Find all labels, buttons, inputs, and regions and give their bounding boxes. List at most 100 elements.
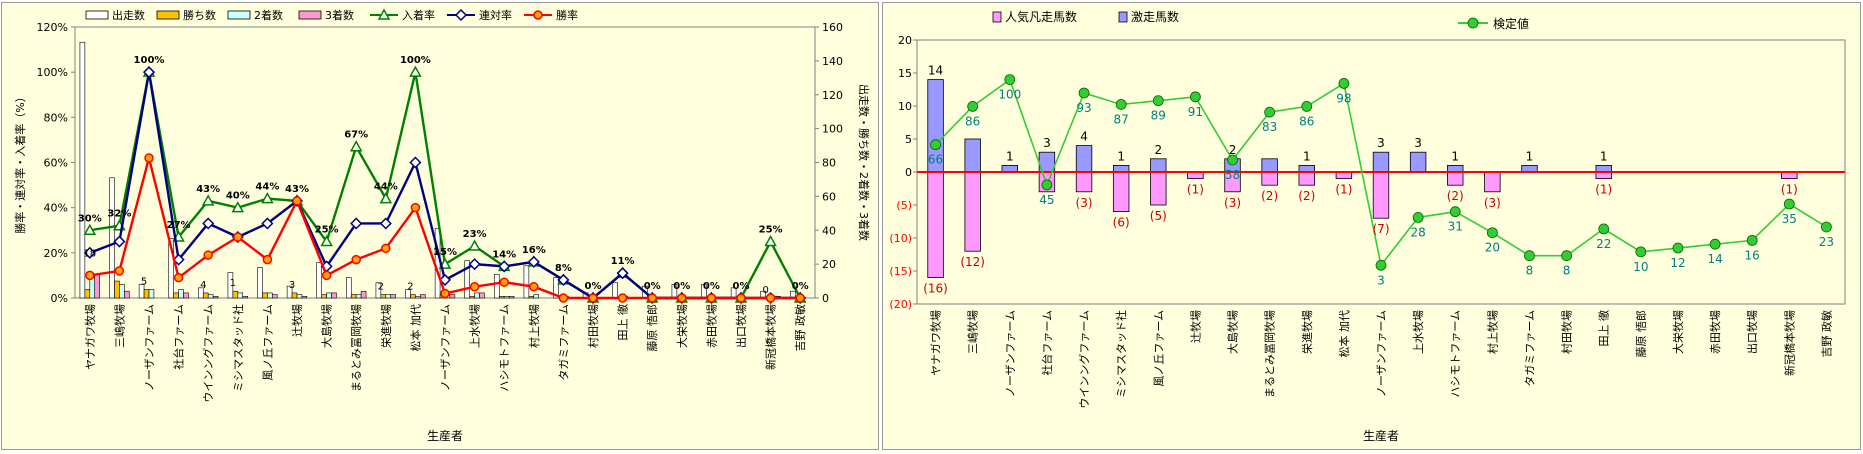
category-label: ノーザンファーム [143,304,156,391]
value-label-検定値: 22 [1596,237,1611,251]
legend-swatch [227,10,251,20]
bar-2着数 [237,292,244,299]
value-label-検定値: 100 [998,88,1021,102]
bar-激走馬数 [964,138,981,173]
category-label: ウインングファーム [1077,310,1091,409]
y2-tick-label: 60 [822,190,836,203]
point-勝率 [292,196,302,206]
point-勝率 [85,270,95,281]
bar-3着数 [360,290,367,299]
positive-count-label: 3 [1414,136,1422,150]
value-label-検定値: 28 [1410,225,1425,239]
value-label-検定値: 31 [1448,220,1463,234]
point-連対率 [172,253,185,266]
point-検定値 [1598,223,1610,235]
category-label: 出口牧場 [1745,310,1759,354]
positive-count-label: 14 [928,64,943,78]
point-勝率 [144,153,154,163]
legend-marker [1467,17,1479,29]
count-label: 2 [407,282,413,293]
legend-label: 勝ち数 [183,8,216,22]
value-label-検定値: 86 [1299,114,1314,128]
bar-出走数 [612,282,618,299]
bar-3着数 [331,292,337,299]
bar-人気凡走馬数 [1447,171,1464,186]
value-label-検定値: 45 [1039,193,1054,207]
negative-count-label: (2) [1447,189,1464,203]
category-label: ノーザンファーム [439,304,452,391]
y-tick-label: 120% [37,21,68,34]
positive-count-label: 3 [1043,136,1051,150]
bar-勝ち数 [528,296,535,299]
legend-label: 勝率 [556,8,578,22]
y-tick-label: 60% [44,157,68,170]
percent-label: 43% [196,184,220,195]
value-label-検定値: 10 [1633,260,1648,274]
plot-area [74,26,816,299]
legend-swatch [992,11,1002,23]
category-label: ハシモトファーム [498,304,511,392]
bar-勝ち数 [410,294,416,299]
bar-人気凡走馬数 [1372,171,1390,219]
bar-2着数 [503,296,510,299]
count-label: 5 [141,277,147,288]
value-label-検定値: 83 [1262,120,1277,134]
point-勝率 [321,270,332,281]
y-tick-label: (20) [889,298,912,311]
point-検定値 [930,139,941,151]
right-chart-panel: 20 15 10 5 0 (5) (10) (15) (20) 生産者 66 86 100 45 93 87 8… [882,2,1861,450]
negative-count-label: (1) [1187,183,1204,197]
point-検定値 [1672,242,1684,254]
value-label-検定値: 3 [1377,273,1385,287]
bar-勝ち数 [291,292,298,299]
point-勝率 [440,288,450,299]
point-勝率 [203,250,213,260]
bar-3着数 [508,296,515,299]
y-tick-label: (10) [889,232,912,245]
bar-3着数 [94,273,100,299]
percent-label: 16% [522,245,546,256]
bar-勝ち数 [232,290,239,299]
point-勝率 [795,293,805,303]
value-label-検定値: 12 [1670,256,1685,270]
percent-label: 40% [226,191,250,202]
bar-人気凡走馬数 [964,171,981,252]
point-検定値 [1338,78,1350,89]
point-連対率 [113,235,126,248]
positive-count-label: 4 [1080,130,1088,144]
y-tick-label: 20% [44,247,68,260]
bar-3着数 [390,294,396,299]
bar-2着数 [474,292,480,299]
negative-count-label: (7) [1373,222,1390,236]
negative-count-label: (16) [923,282,948,296]
point-検定値 [1746,234,1758,246]
bar-勝ち数 [350,294,357,299]
category-label: 松本 加代 [1337,310,1351,358]
bar-3着数 [183,292,189,299]
negative-count-label: (6) [1113,216,1130,230]
point-勝率 [381,243,391,254]
percent-label: 0% [733,281,750,292]
point-連対率 [142,66,156,79]
y-tick-label: 20 [898,34,912,47]
point-勝率 [736,293,746,303]
category-label: 村田牧場 [1560,310,1574,354]
category-label: 辻牧場 [1188,310,1202,343]
bar-勝ち数 [84,289,91,299]
bar-2着数 [385,294,392,299]
negative-count-label: (3) [1484,196,1501,210]
value-label-検定値: 86 [965,114,980,128]
category-label: 村田牧場 [586,304,600,348]
positive-count-label: 1 [1451,149,1459,163]
point-検定値 [1264,106,1276,118]
point-入着率 [261,192,274,204]
percent-label: 0% [792,281,809,292]
point-検定値 [1115,99,1127,110]
percent-label: 14% [492,249,516,260]
point-入着率 [201,194,215,206]
right-chart-svg: 20 15 10 5 0 (5) (10) (15) (20) 生産者 66 86 100 45 93 87 8… [889,9,1846,443]
y-axis-title: 勝率・連対率・入着率（%） [13,91,27,233]
bar-勝ち数 [469,296,475,299]
bar-出走数 [168,238,174,299]
bar-勝ち数 [114,280,120,299]
